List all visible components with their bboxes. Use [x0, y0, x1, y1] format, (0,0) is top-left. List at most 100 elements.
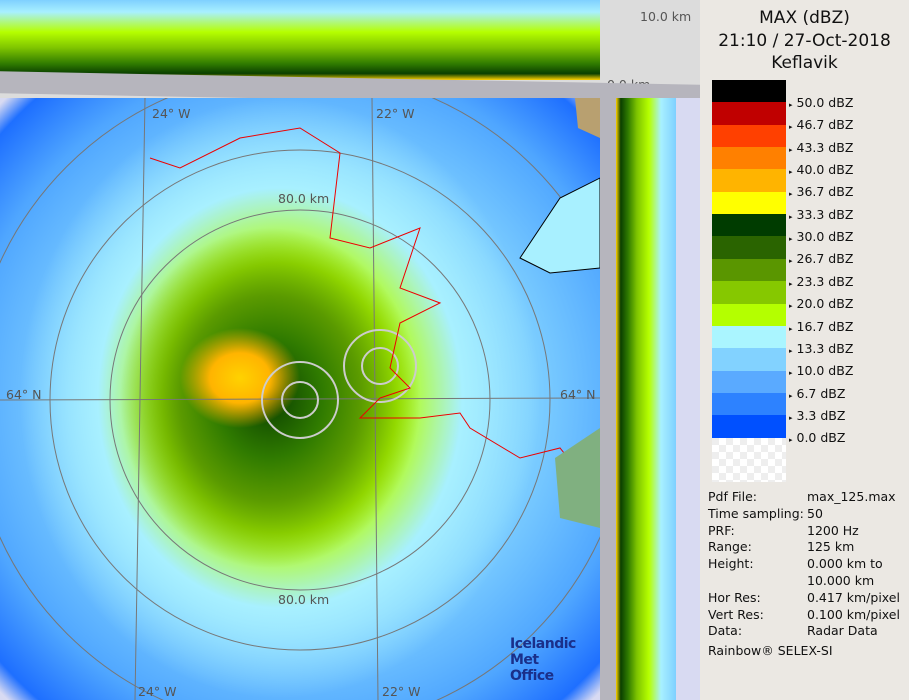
info-value: 1200 Hz	[807, 522, 859, 538]
legend-text: 16.7 dBZ	[796, 318, 854, 334]
legend-label: ▸ 0.0 dBZ	[789, 430, 845, 445]
legend-label: ▸ 36.7 dBZ	[789, 184, 853, 199]
legend-text: 43.3 dBZ	[796, 139, 854, 155]
legend-swatch	[712, 325, 786, 349]
imo-logo: Icelandic Met Office	[510, 636, 600, 684]
legend-swatch	[712, 392, 786, 416]
lat-label: 64° N	[560, 387, 596, 402]
legend-text: 20.0 dBZ	[796, 296, 854, 312]
legend-swatch	[712, 281, 786, 304]
legend-arrow-icon: ▸	[789, 324, 793, 333]
legend-text: 50.0 dBZ	[796, 95, 854, 110]
info-key: PRF:	[708, 522, 735, 538]
legend-text: 30.0 dBZ	[796, 229, 854, 245]
range-ring-80km	[109, 209, 491, 591]
lon-label: 24° W	[138, 684, 177, 699]
info-key: Data:	[708, 623, 743, 639]
legend-label: ▸ 3.3 dBZ	[789, 408, 845, 423]
range-label: 80.0 km	[278, 191, 330, 206]
legend-swatch	[712, 102, 786, 125]
legend-label: ▸ 50.0 dBZ	[789, 95, 853, 110]
coastline	[149, 127, 600, 499]
land-area	[575, 98, 600, 138]
lon-label: 22° W	[382, 684, 421, 699]
legend-text: 26.7 dBZ	[796, 251, 854, 267]
legend-label: ▸ 40.0 dBZ	[789, 162, 853, 177]
legend-arrow-icon: ▸	[789, 369, 793, 378]
legend-arrow-icon: ▸	[789, 346, 793, 355]
legend-arrow-icon: ▸	[789, 413, 793, 422]
height-top-label: 10.0 km	[640, 9, 692, 24]
legend-label: ▸ 10.0 dBZ	[789, 363, 853, 378]
parallel-64n	[0, 397, 600, 401]
legend-arrow-icon: ▸	[789, 302, 793, 311]
lat-label: 64° N	[6, 387, 42, 402]
legend-arrow-icon: ▸	[789, 436, 793, 445]
product-title: MAX (dBZ)	[759, 8, 850, 28]
legend-swatch	[712, 258, 786, 282]
info-key: Time sampling:	[708, 505, 804, 521]
legend-swatch	[712, 191, 786, 215]
vertical-profile-north	[0, 0, 600, 80]
legend-label: ▸ 43.3 dBZ	[789, 140, 853, 155]
info-value: Radar Data	[807, 623, 878, 639]
legend-text: 23.3 dBZ	[796, 273, 854, 289]
legend-swatch	[712, 348, 786, 371]
legend-text: 13.3 dBZ	[796, 340, 854, 356]
legend-label: ▸ 23.3 dBZ	[789, 274, 853, 289]
logo-line2: Office	[510, 668, 554, 684]
legend-arrow-icon: ▸	[789, 145, 793, 154]
radar-ring-inner	[281, 381, 319, 419]
info-value: 0.417 km/pixel	[807, 589, 900, 605]
range-ring-outer	[49, 149, 551, 651]
legend-arrow-icon: ▸	[789, 279, 793, 288]
legend-swatch	[712, 80, 786, 103]
side-separator	[600, 98, 616, 700]
legend-arrow-icon: ▸	[789, 235, 793, 244]
legend-text: 6.7 dBZ	[796, 385, 846, 401]
info-value: 50	[807, 505, 823, 521]
coastline-black	[519, 177, 600, 274]
info-value: 0.000 km to	[807, 556, 883, 572]
legend-text: 36.7 dBZ	[796, 184, 854, 200]
legend-label: ▸ 6.7 dBZ	[789, 386, 845, 401]
legend-arrow-icon: ▸	[789, 123, 793, 132]
legend-swatch	[712, 169, 786, 192]
legend-arrow-icon: ▸	[789, 190, 793, 199]
nodata-swatch	[712, 438, 786, 482]
info-value: 0.100 km/pixel	[807, 606, 900, 622]
info-key: Hor Res:	[708, 589, 761, 605]
info-key: Range:	[708, 539, 752, 555]
info-panel: MAX (dBZ) 21:10 / 27-Oct-2018 Keflavik ▸…	[700, 0, 909, 700]
legend-text: 33.3 dBZ	[796, 206, 854, 222]
radar-map[interactable]: 24° W 22° W 24° W 22° W 64° N 64° N 80.0…	[0, 98, 600, 700]
legend-text: 40.0 dBZ	[796, 162, 854, 178]
info-key: Vert Res:	[708, 606, 764, 622]
info-value: 10.000 km	[807, 573, 875, 588]
footer: Rainbow® SELEX-SI	[708, 643, 833, 658]
legend-swatch	[712, 415, 786, 438]
info-key: Height:	[708, 556, 754, 572]
legend-swatch	[712, 214, 786, 237]
legend-text: 10.0 dBZ	[796, 363, 854, 379]
legend-text: 0.0 dBZ	[796, 430, 846, 446]
meridian-24w	[134, 98, 146, 700]
radar-ring	[261, 361, 339, 439]
vertical-profile-east	[616, 98, 676, 700]
legend-text: 46.7 dBZ	[796, 117, 854, 133]
legend-label: ▸ 13.3 dBZ	[789, 341, 853, 356]
legend-label: ▸ 33.3 dBZ	[789, 207, 853, 222]
lon-label: 22° W	[376, 106, 415, 121]
map-overlay	[0, 98, 600, 700]
legend-arrow-icon: ▸	[789, 168, 793, 177]
legend-arrow-icon: ▸	[789, 257, 793, 266]
legend-swatch	[712, 124, 786, 148]
legend-label: ▸ 46.7 dBZ	[789, 117, 853, 132]
legend-arrow-icon: ▸	[789, 101, 793, 109]
info-value: max_125.max	[807, 489, 896, 504]
east-cross-section	[600, 98, 700, 700]
land-area	[555, 428, 600, 528]
legend-label: ▸ 26.7 dBZ	[789, 251, 853, 266]
logo-line1: Icelandic Met	[510, 636, 576, 668]
range-label: 80.0 km	[278, 592, 330, 607]
